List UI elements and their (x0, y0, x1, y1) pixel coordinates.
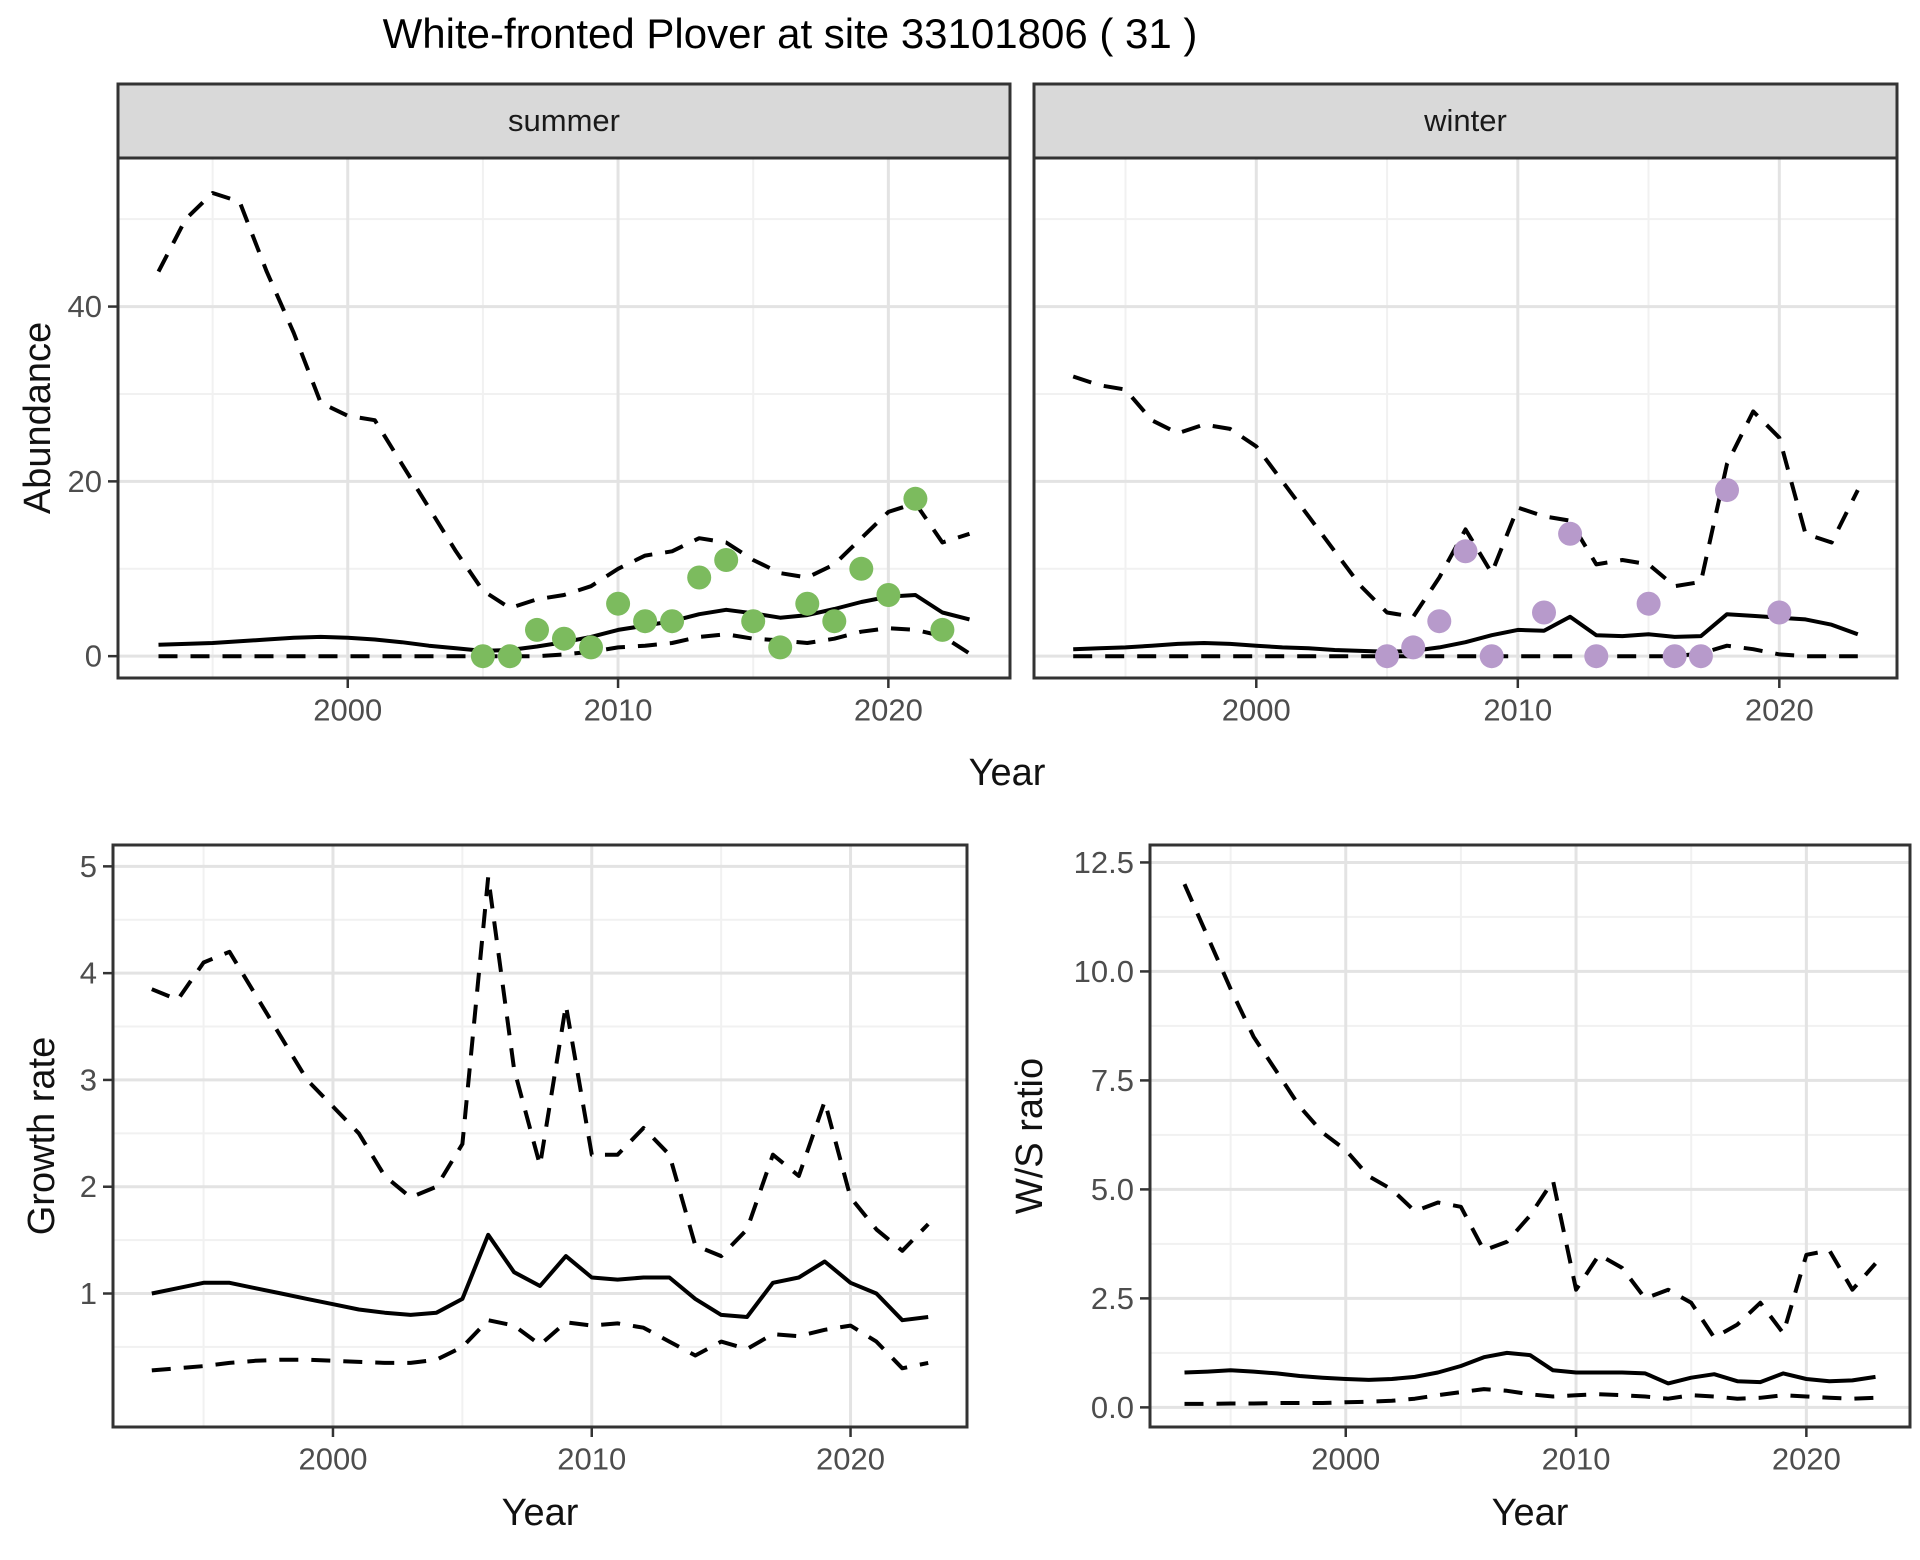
growth-rate-y-tick-label: 5 (80, 849, 97, 884)
winter-observations-dot (1375, 644, 1399, 669)
growth-rate-x-tick-label: 2000 (298, 1441, 367, 1476)
growth-rate-upper-ci-line (151, 875, 930, 1259)
ws-ratio-y-tick-label: 0.0 (1091, 1390, 1134, 1425)
growth-rate-panel-border (111, 843, 969, 1429)
summer-observations-dot (795, 591, 820, 616)
winter-observations-dot (1479, 644, 1504, 669)
x-axis-title-year-top: Year (968, 752, 1046, 794)
summer-observations-dot (687, 565, 712, 590)
summer-observations-dot (606, 591, 631, 616)
summer-observations-dot (714, 548, 739, 572)
summer-observations-dot (633, 609, 658, 634)
ws-ratio-y-tick-label: 5.0 (1091, 1172, 1134, 1207)
winter-observations-dot (1767, 600, 1792, 625)
winter-observations-dot (1715, 478, 1739, 503)
summer-observations-dot (930, 617, 955, 642)
abundance-summer-y-tick-label: 20 (68, 464, 102, 499)
growth-rate-median-line (151, 1232, 929, 1323)
growth-rate-x-tick-label: 2010 (557, 1441, 626, 1476)
abundance-summer-y-tick-label: 40 (68, 289, 102, 324)
abundance-winter-lower-ci-line (1073, 643, 1858, 659)
summer-observations-dot (525, 617, 549, 642)
abundance-summer-facet-strip (116, 82, 1012, 160)
ws-ratio-y-tick-label: 12.5 (1074, 845, 1134, 880)
winter-observations-dot (1427, 609, 1452, 634)
y-axis-title-growth-rate: Growth rate (21, 1036, 63, 1236)
ws-ratio-upper-ci-line (1182, 883, 1878, 1340)
chart-title: White-fronted Plover at site 33101806 ( … (382, 10, 1198, 57)
growth-rate-y-tick-label: 2 (80, 1169, 97, 1204)
abundance-winter-median-line (1073, 612, 1859, 654)
ws-ratio-x-tick-label: 2010 (1542, 1441, 1611, 1476)
winter-observations-dot (1532, 600, 1556, 625)
ws-ratio-median-line (1184, 1350, 1876, 1386)
growth-rate-y-tick-label: 4 (80, 956, 97, 991)
growth-rate-y-tick-label: 1 (80, 1276, 97, 1311)
abundance-summer-x-tick-label: 2020 (854, 692, 923, 727)
abundance-winter-x-tick-label: 2000 (1222, 692, 1291, 727)
y-axis-title-abundance: Abundance (17, 321, 59, 515)
summer-observations-dot (822, 609, 847, 634)
winter-observations-dot (1558, 521, 1583, 546)
winter-observations-dot (1662, 644, 1687, 669)
y-axis-title-ws-ratio: W/S ratio (1009, 1057, 1051, 1215)
growth-rate-y-tick-label: 3 (80, 1062, 97, 1097)
winter-observations-dot (1401, 635, 1426, 660)
ws-ratio-lower-ci-line (1184, 1387, 1876, 1406)
growth-rate-lower-ci-line (151, 1318, 929, 1373)
ws-ratio-panel-border (1148, 843, 1912, 1429)
summer-observations-dot (497, 644, 522, 669)
facet-strip-label-summer: summer (508, 103, 620, 138)
winter-observations-dot (1688, 644, 1713, 669)
summer-observations-dot (552, 626, 576, 651)
summer-observations-dot (768, 635, 793, 660)
summer-observations-dot (876, 583, 901, 607)
abundance-winter-x-tick-label: 2020 (1745, 692, 1814, 727)
ws-ratio-y-tick-label: 10.0 (1074, 954, 1134, 989)
abundance-summer-x-tick-label: 2000 (313, 692, 382, 727)
summer-observations-dot (579, 635, 603, 660)
facet-strip-label-winter: winter (1424, 103, 1507, 138)
ws-ratio-x-tick-label: 2000 (1311, 1441, 1380, 1476)
summer-observations-dot (903, 486, 928, 511)
summer-observations-dot (741, 609, 766, 634)
growth-rate-panel: 2000 2010 2020 1 2 3 4 5 (80, 843, 969, 1476)
x-axis-title-year-growth: Year (501, 1492, 579, 1534)
ws-ratio-panel: 2000 2010 2020 0.0 2.5 5.0 7.5 10.0 12.5 (1074, 843, 1912, 1476)
ws-ratio-y-tick-label: 7.5 (1091, 1063, 1134, 1098)
abundance-winter-panel-border (1032, 156, 1899, 680)
winter-observations-dot (1636, 591, 1661, 616)
abundance-summer-lower-ci-line (158, 626, 971, 659)
abundance-summer-x-tick-label: 2010 (584, 692, 653, 727)
winter-observations-dot (1453, 539, 1478, 564)
ws-ratio-x-tick-label: 2020 (1772, 1441, 1841, 1476)
summer-observations-dot (849, 556, 874, 581)
abundance-summer-upper-ci-line (156, 191, 971, 611)
summer-observations-dot (660, 609, 685, 634)
growth-rate-x-tick-label: 2020 (816, 1441, 885, 1476)
abundance-winter-x-tick-label: 2010 (1483, 692, 1552, 727)
abundance-summer-panel: 2000 2010 2020 0 20 40 (68, 82, 1012, 727)
x-axis-title-year-ws: Year (1491, 1492, 1569, 1534)
ws-ratio-y-tick-label: 2.5 (1091, 1281, 1134, 1316)
winter-observations-dot (1584, 644, 1609, 669)
summer-observations-dot (470, 644, 495, 669)
abundance-winter-panel: 2000 2010 2020 (1032, 82, 1899, 727)
abundance-summer-y-tick-label: 0 (85, 639, 102, 674)
abundance-winter-upper-ci-line (1072, 374, 1860, 619)
abundance-winter-facet-strip (1032, 82, 1899, 160)
